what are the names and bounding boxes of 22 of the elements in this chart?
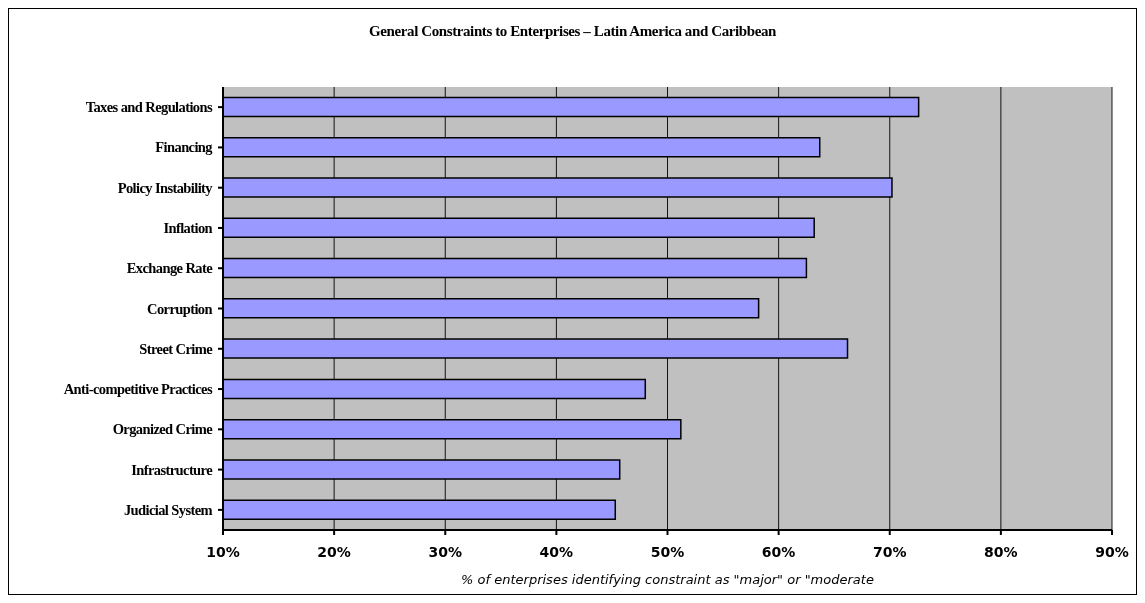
chart-title: General Constraints to Enterprises – Latin America and Caribbean: [368, 23, 777, 40]
x-tick-label: 70%: [872, 543, 907, 560]
x-tick-label: 30%: [428, 543, 463, 560]
y-tick-label: Infrastructure: [131, 461, 214, 478]
y-tick-label: Financing: [155, 139, 214, 156]
x-tick-label: 60%: [761, 543, 796, 560]
y-tick-label: Taxes and Regulations: [85, 99, 213, 116]
x-tick-label: 20%: [317, 543, 351, 560]
x-tick-label: 40%: [539, 543, 574, 560]
y-tick-label: Organized Crime: [112, 421, 214, 438]
y-tick-label: Exchange Rate: [126, 260, 214, 277]
y-tick-label: Anti-competitive Practices: [63, 381, 213, 398]
x-tick-label: 90%: [1095, 543, 1129, 560]
y-tick-label: Inflation: [163, 219, 213, 236]
x-tick-label: 50%: [650, 543, 685, 560]
x-axis-title: % of enterprises identifying constraint as "major" or "moderate: [461, 572, 874, 587]
y-tick-label: Policy Instability: [117, 179, 214, 196]
y-tick-label: Street Crime: [139, 340, 214, 357]
y-tick-label: Judicial System: [123, 501, 213, 518]
x-tick-label: 80%: [984, 543, 1018, 560]
x-tick-label: 10%: [206, 543, 240, 560]
y-tick-label: Corruption: [147, 300, 213, 317]
